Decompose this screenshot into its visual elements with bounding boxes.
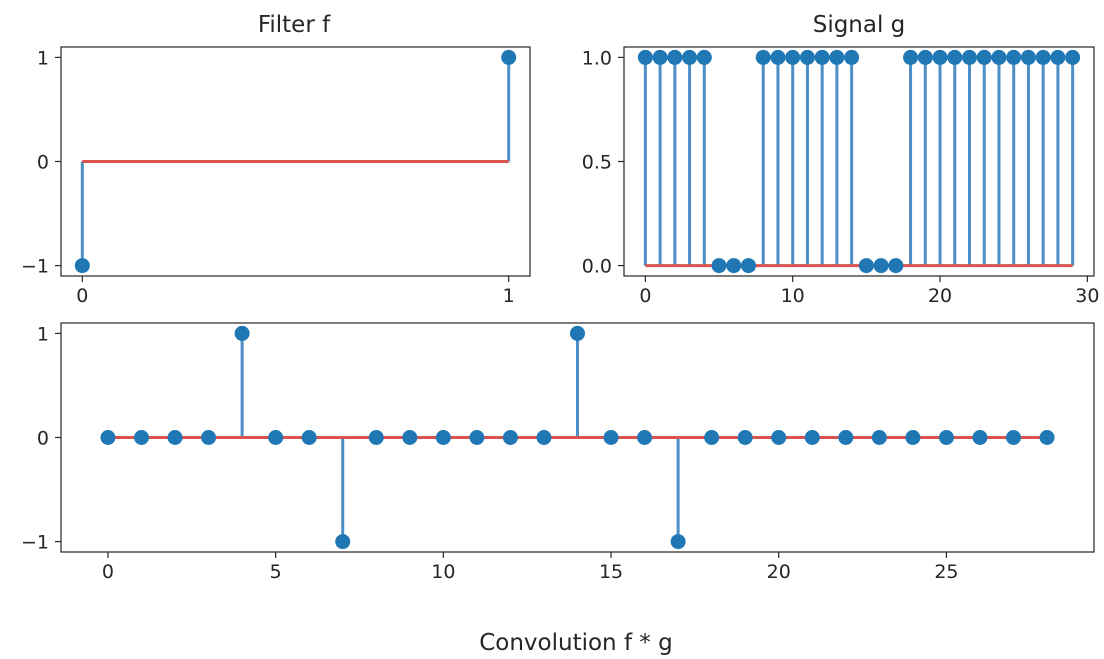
signal-marker (976, 49, 992, 65)
signal-marker (888, 258, 904, 274)
signal-marker (873, 258, 889, 274)
convolution-ytick-label: 1 (37, 323, 49, 345)
convolution-marker (335, 534, 351, 550)
signal-plot: 0 10 20 30 0.0 0.5 1.0 (582, 47, 1100, 307)
convolution-marker (536, 430, 552, 445)
signal-marker (991, 49, 1007, 65)
filter-ytick-label: 1 (37, 47, 49, 69)
signal-marker (652, 49, 668, 65)
convolution-marker (1006, 430, 1022, 445)
filter-xtick-label: 1 (503, 285, 515, 307)
convolution-xtick-label: 5 (270, 561, 282, 583)
signal-marker (637, 49, 653, 65)
signal-marker (917, 49, 933, 65)
signal-marker (740, 258, 756, 274)
convolution-xlabel: Convolution f * g (479, 630, 673, 656)
convolution-marker (704, 430, 720, 445)
signal-ytick-label: 1.0 (582, 47, 612, 69)
convolution-marker (570, 325, 585, 341)
convolution-marker (804, 430, 820, 445)
signal-marker (1020, 49, 1036, 65)
signal-ytick-label: 0.0 (582, 256, 612, 278)
convolution-xtick-label: 0 (102, 561, 114, 583)
signal-marker (932, 49, 948, 65)
signal-xtick-label: 0 (639, 285, 651, 307)
convolution-ytick-label: 0 (37, 428, 49, 450)
convolution-ytick-label: −1 (21, 532, 49, 554)
signal-axes-frame (623, 46, 1095, 277)
chart-title-signal: Signal g (813, 12, 906, 38)
signal-xtick-label: 30 (1075, 285, 1099, 307)
convolution-marker (402, 430, 418, 445)
filter-xtick-label: 0 (76, 285, 88, 307)
signal-marker (711, 258, 727, 274)
signal-marker (667, 49, 683, 65)
convolution-marker (1039, 430, 1055, 445)
convolution-marker (737, 430, 753, 445)
convolution-marker (234, 325, 250, 341)
signal-marker (726, 258, 742, 274)
convolution-marker (603, 430, 619, 445)
signal-marker (903, 49, 919, 65)
convolution-marker (167, 430, 183, 445)
convolution-xtick-label: 20 (767, 561, 791, 583)
convolution-marker (938, 430, 954, 445)
filter-plot: 0 1 −1 0 1 (21, 47, 517, 307)
chart-title-filter: Filter f (258, 12, 331, 38)
signal-marker (755, 49, 771, 65)
convolution-marker (637, 430, 653, 445)
convolution-marker (133, 430, 149, 445)
signal-marker (947, 49, 963, 65)
convolution-xtick-label: 25 (934, 561, 958, 583)
filter-marker (501, 49, 517, 65)
convolution-marker (905, 430, 921, 445)
convolution-marker (301, 430, 317, 445)
signal-marker (1006, 49, 1022, 65)
convolution-marker (368, 430, 384, 445)
signal-marker (799, 49, 815, 65)
signal-marker (785, 49, 801, 65)
signal-marker (770, 49, 786, 65)
signal-marker (829, 49, 845, 65)
filter-ytick-label: −1 (21, 256, 49, 278)
signal-marker (696, 49, 712, 65)
signal-marker (858, 258, 874, 274)
convolution-marker (469, 430, 485, 445)
signal-marker (1035, 49, 1051, 65)
convolution-marker (838, 430, 854, 445)
convolution-xtick-label: 10 (431, 561, 455, 583)
convolution-marker (972, 430, 988, 445)
convolution-marker (268, 430, 284, 445)
convolution-marker (670, 534, 686, 550)
signal-marker (1050, 49, 1066, 65)
signal-marker (962, 49, 978, 65)
convolution-marker (771, 430, 787, 445)
convolution-marker (871, 430, 887, 445)
convolution-plot: 0 5 10 15 20 25 −1 0 1 (21, 323, 1055, 583)
convolution-marker (201, 430, 217, 445)
signal-ytick-label: 0.5 (582, 152, 612, 174)
filter-axes-frame (60, 46, 531, 277)
signal-xtick-label: 20 (928, 285, 952, 307)
convolution-marker (502, 430, 518, 445)
signal-marker (682, 49, 698, 65)
convolution-xtick-label: 15 (599, 561, 623, 583)
signal-xtick-label: 10 (781, 285, 805, 307)
signal-marker (814, 49, 830, 65)
filter-ytick-label: 0 (37, 152, 49, 174)
convolution-marker (435, 430, 451, 445)
signal-marker (1065, 49, 1081, 65)
convolution-axes-frame (60, 322, 1095, 553)
signal-marker (844, 49, 860, 65)
filter-marker (74, 258, 90, 274)
convolution-marker (100, 430, 116, 445)
